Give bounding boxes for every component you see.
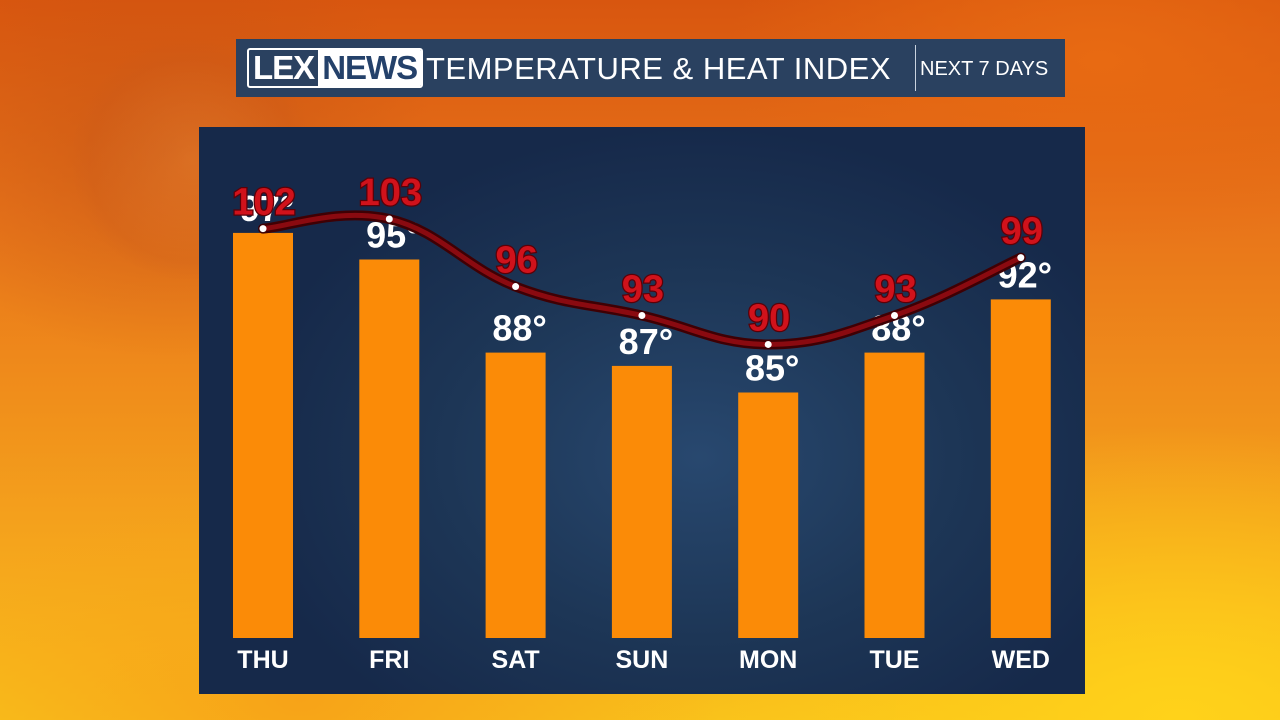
temperature-bar [485,352,546,638]
temperature-bar [611,365,672,638]
heat-index-point [512,283,520,291]
heat-index-point [891,312,898,319]
heat-index-label: 99 [1001,211,1043,253]
heat-index-point [385,215,393,223]
heat-index-point [638,312,646,319]
temperature-bar [990,299,1051,638]
day-tick-label: FRI [369,646,409,674]
temperature-bar [864,352,925,638]
heat-index-point [764,340,772,348]
day-tick-label: SAT [492,646,540,674]
temperature-bar [359,259,420,638]
heat-index-label: 93 [874,269,916,311]
chart-area: 97°THU95°FRI88°SAT87°SUN85°MON88°TUE92°W… [231,171,1052,674]
heat-index-label: 102 [232,182,295,224]
temperature-label: 87° [619,321,673,362]
day-tick-label: TUE [870,646,920,674]
temperature-label: 88° [492,308,546,349]
heat-index-label: 93 [622,269,664,311]
logo-news-text: NEWS [318,50,422,86]
chart-title: TEMPERATURE & HEAT INDEX [426,51,892,86]
day-tick-label: THU [237,646,288,674]
heat-index-label: 90 [748,297,790,339]
temperature-bar [233,232,293,638]
heat-index-point [259,225,267,233]
day-tick-label: SUN [616,646,669,674]
heat-index-label: 96 [495,240,537,282]
chart-panel: 97° THU 95° FRI 88° SAT 87° SUN 85° MON 88° TUE 92° W… [199,127,1085,694]
heat-index-point [1017,254,1025,262]
header-divider [915,45,916,91]
chart-subtitle: NEXT 7 DAYS [920,58,1049,80]
day-tick-label: WED [992,646,1050,674]
temperature-label: 85° [745,348,799,389]
logo-lex-text: LEX [253,49,315,86]
heat-index-label: 103 [359,172,422,214]
temperature-bar [738,392,799,638]
station-logo: LEX NEWS [247,48,424,88]
day-tick-label: MON [739,646,797,674]
header-banner: LEX NEWS TEMPERATURE & HEAT INDEX NEXT 7… [236,39,1065,97]
